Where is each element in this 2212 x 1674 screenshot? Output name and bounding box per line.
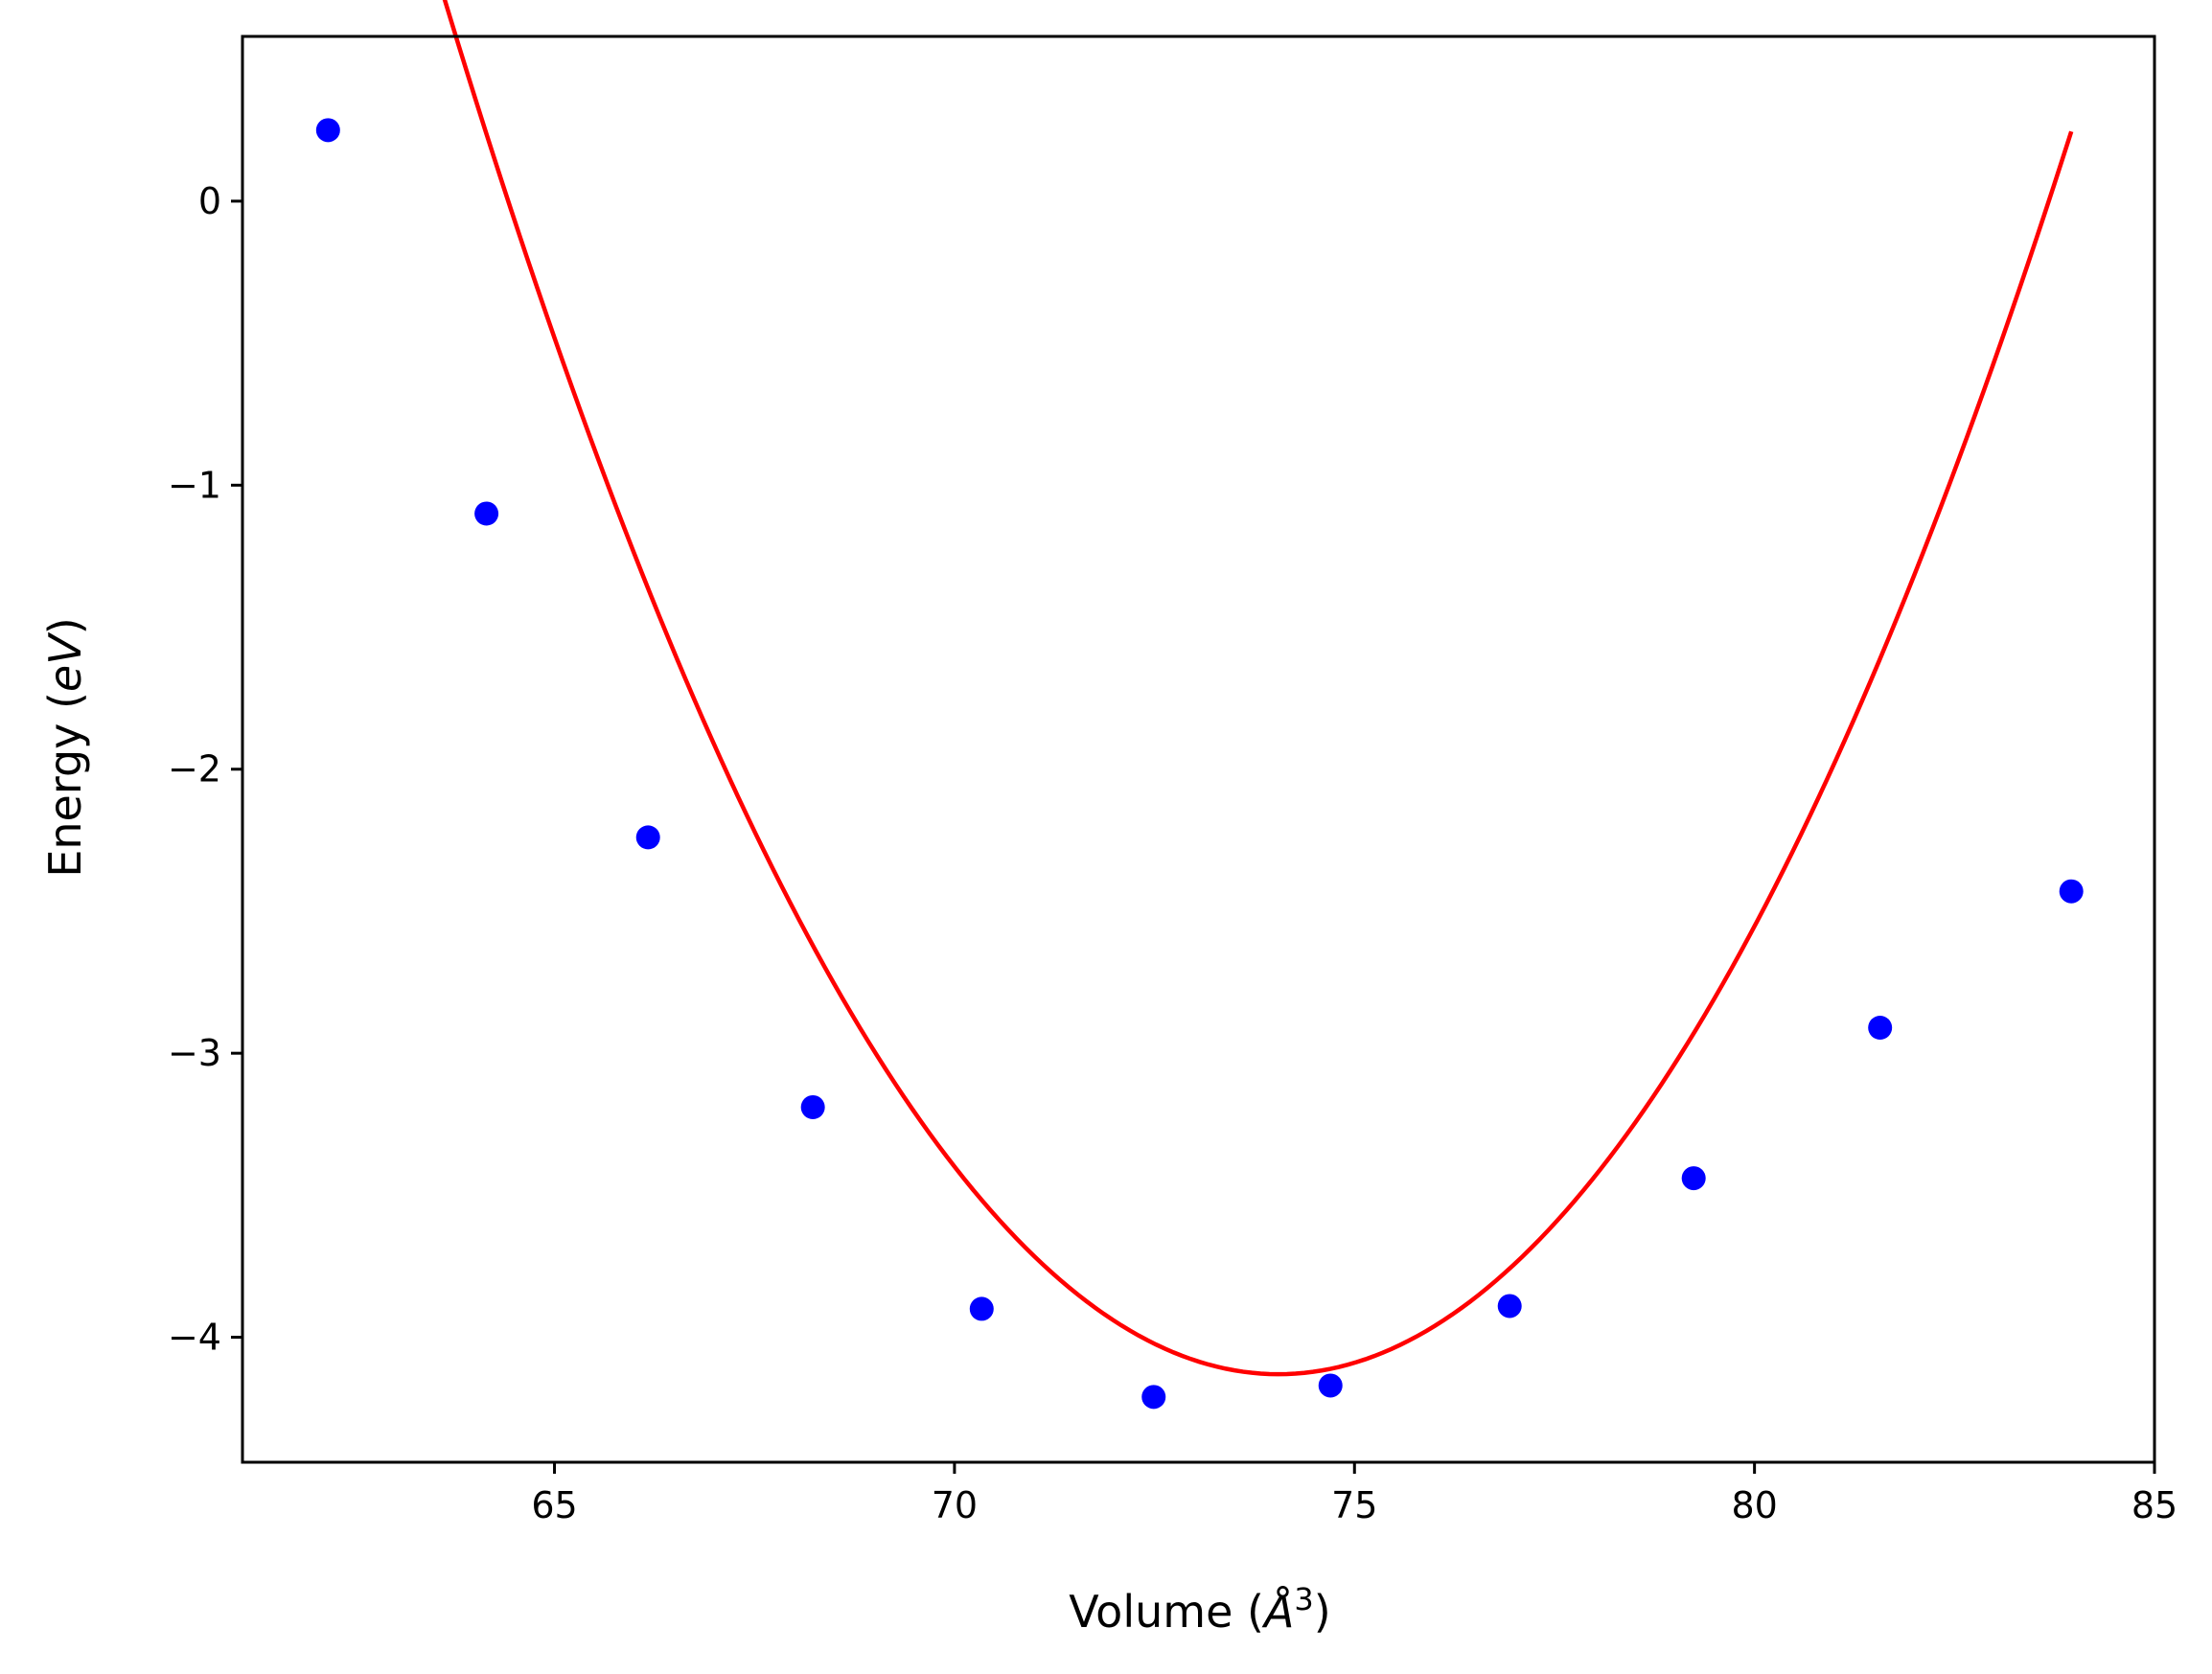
fit-curve	[442, 0, 2074, 1377]
y-axis-label: Energy (eV)	[39, 617, 91, 877]
data-point	[474, 501, 499, 526]
x-tick-label: 75	[1331, 1484, 1377, 1526]
data-point	[2059, 879, 2084, 904]
data-point	[1681, 1166, 1706, 1191]
x-axis-label: Volume (Å3)	[1069, 1581, 1330, 1638]
data-point	[1497, 1294, 1522, 1319]
data-point	[1318, 1373, 1343, 1398]
y-axis-ticks: 0 −1 −2 −3 −4	[168, 180, 242, 1359]
x-tick-label: 70	[932, 1484, 978, 1526]
x-tick-label: 65	[531, 1484, 577, 1526]
x-tick-label: 80	[1731, 1484, 1777, 1526]
data-point	[315, 118, 340, 143]
y-tick-label: −4	[168, 1317, 221, 1359]
plot-area	[241, 0, 2156, 1464]
plot-frame	[241, 34, 2156, 1464]
data-point	[800, 1094, 825, 1119]
x-tick-label: 85	[2131, 1484, 2177, 1526]
data-point	[1141, 1385, 1166, 1410]
y-tick-label: −1	[168, 464, 221, 506]
y-tick-label: 0	[198, 180, 221, 222]
y-tick-label: −2	[168, 748, 221, 791]
data-point	[1868, 1015, 1893, 1040]
x-axis-ticks: 65 70 75 80 85	[531, 1462, 2177, 1526]
data-point	[635, 825, 660, 850]
y-tick-label: −3	[168, 1032, 221, 1074]
data-point	[969, 1296, 994, 1321]
